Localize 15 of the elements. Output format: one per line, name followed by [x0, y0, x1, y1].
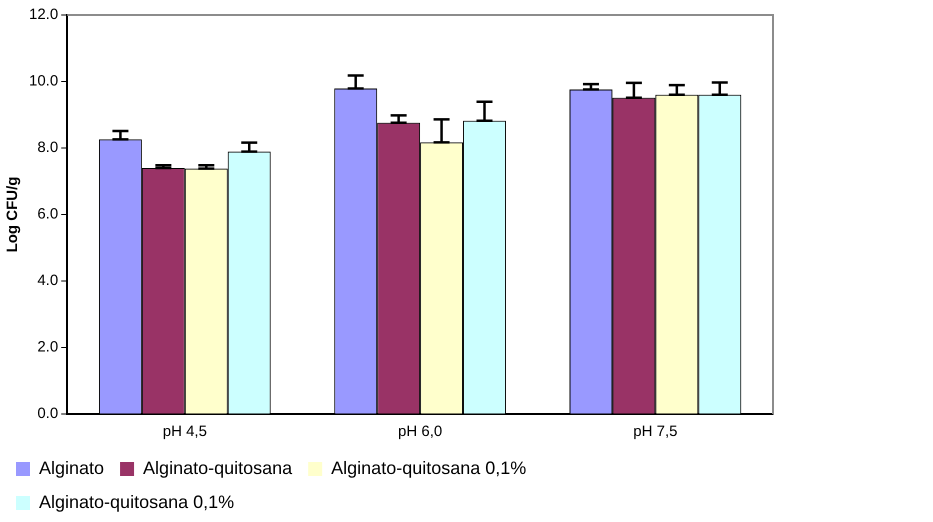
y-tick-label: 12.0	[28, 6, 58, 24]
y-tick-label: 2.0	[37, 338, 58, 356]
y-tick-label: 0.0	[37, 405, 58, 422]
y-axis-title: Log CFU/g	[4, 176, 22, 252]
legend-label: Alginato-quitosana 0,1%	[39, 492, 234, 512]
y-tick-label: 6.0	[37, 206, 58, 223]
y-tick-label: 10.0	[28, 72, 58, 90]
legend-label: Alginato-quitosana 0,1%	[331, 458, 526, 478]
x-tick-label: pH 4,5	[162, 423, 207, 440]
y-tick-label: 8.0	[37, 139, 58, 156]
x-tick-label: pH 6,0	[398, 423, 442, 440]
y-tick-label: 4.0	[37, 272, 58, 290]
legend-label: Alginato-quitosana	[143, 458, 294, 478]
legend-label: Alginato	[39, 458, 104, 478]
x-tick-label: pH 7,5	[633, 423, 678, 440]
